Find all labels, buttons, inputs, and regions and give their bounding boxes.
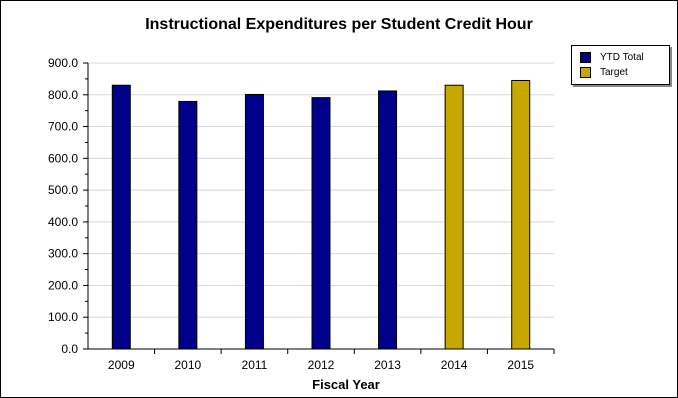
x-tick-label: 2011	[242, 358, 268, 372]
legend: YTD Total Target	[571, 45, 670, 85]
tick-label-layer: 0.0 100.0 200.0 300.0 400.0 500.0 600.0 700.0 80…	[48, 56, 534, 372]
x-tick-label: 2010	[175, 358, 202, 372]
y-tick-label: 600.0	[48, 151, 78, 165]
x-tick-label: 2012	[308, 358, 335, 372]
y-tick-label: 100.0	[48, 310, 78, 324]
bar-target-2014	[444, 84, 464, 350]
legend-swatch-ytd-total	[580, 51, 591, 63]
bar-ytd-total-2012	[311, 97, 331, 350]
legend-swatch-target	[580, 66, 591, 78]
x-tick-label: 2014	[441, 358, 468, 372]
legend-item-ytd-total: YTD Total	[580, 50, 644, 64]
bar-target-2015	[511, 79, 531, 350]
legend-item-target: Target	[580, 65, 628, 79]
bar-layer	[111, 79, 531, 350]
x-tick-label: 2009	[108, 358, 135, 372]
x-tick-label: 2013	[374, 358, 401, 372]
legend-label-target: Target	[600, 66, 628, 78]
legend-label-ytd-total: YTD Total	[600, 51, 644, 63]
y-tick-label: 500.0	[48, 183, 78, 197]
bar-ytd-total-2011	[244, 93, 264, 350]
y-tick-label: 300.0	[48, 247, 78, 261]
x-axis-title: Fiscal Year	[312, 377, 380, 392]
bar-ytd-total-2009	[111, 84, 131, 350]
y-tick-label: 200.0	[48, 278, 78, 292]
y-tick-label: 700.0	[48, 120, 78, 134]
x-tick-label: 2015	[507, 358, 534, 372]
y-tick-label: 400.0	[48, 215, 78, 229]
y-tick-label: 0.0	[61, 342, 78, 356]
y-tick-label: 800.0	[48, 88, 78, 102]
y-tick-label: 900.0	[48, 56, 78, 70]
chart-title: Instructional Expenditures per Student C…	[145, 16, 533, 33]
bar-ytd-total-2013	[378, 90, 398, 350]
bar-ytd-total-2010	[178, 100, 198, 350]
